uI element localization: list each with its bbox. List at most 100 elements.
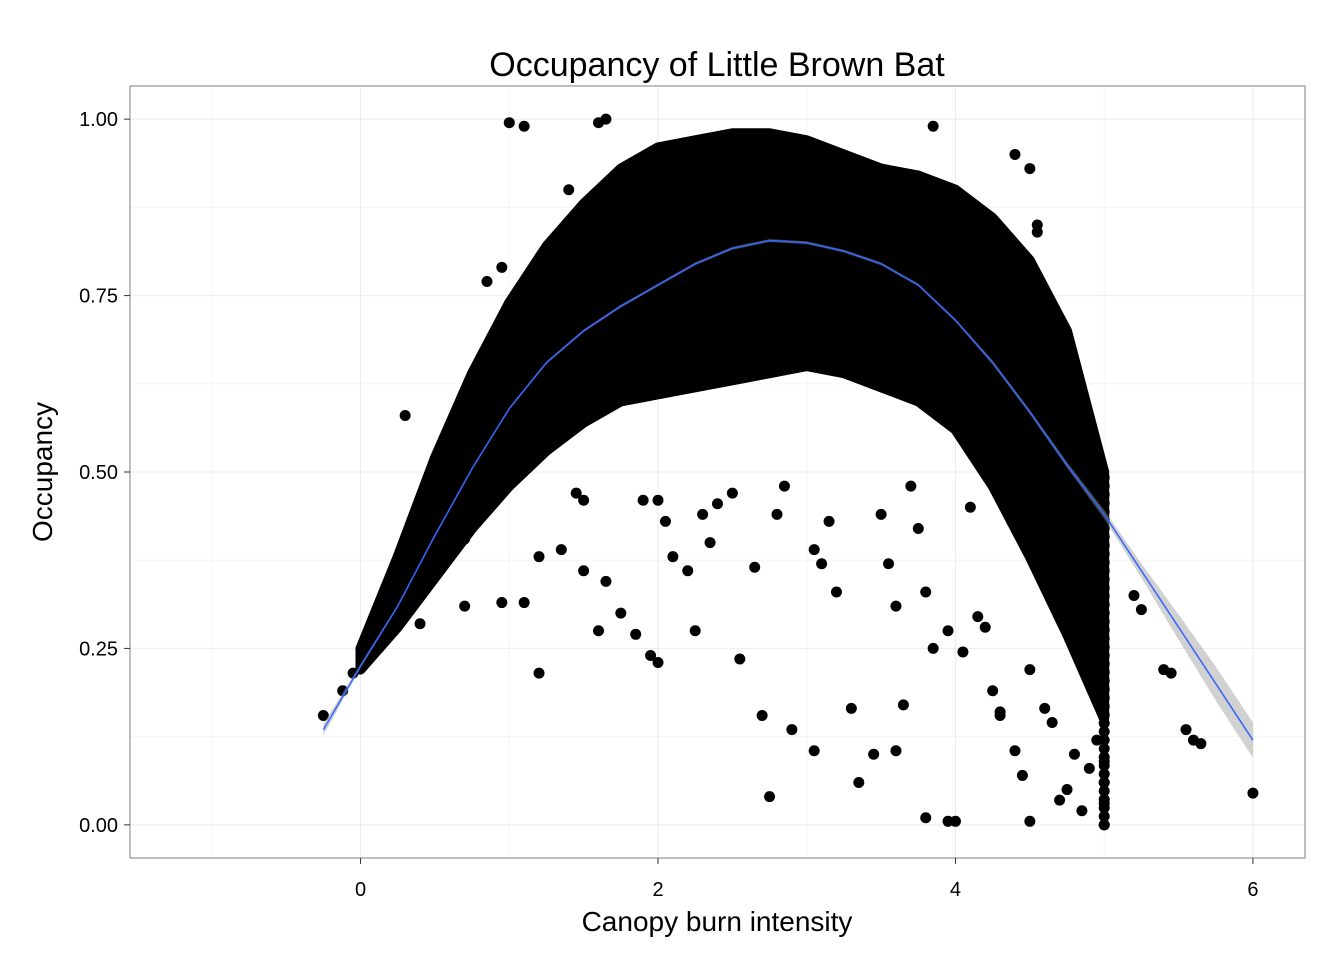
scatter-point — [637, 494, 649, 506]
scatter-point — [1098, 582, 1110, 594]
scatter-point — [942, 625, 954, 637]
scatter-point — [1098, 489, 1110, 501]
scatter-point — [496, 597, 508, 609]
scatter-point — [337, 685, 349, 697]
x-axis-title: Canopy burn intensity — [582, 906, 853, 937]
scatter-point — [1098, 768, 1110, 780]
scatter-point — [481, 275, 493, 287]
scatter-point — [1024, 664, 1036, 676]
scatter-point — [920, 812, 932, 824]
y-axis: 0.00 0.25 0.50 0.75 1.00 — [79, 109, 130, 837]
scatter-point — [756, 709, 768, 721]
scatter-point — [1098, 573, 1110, 585]
scatter-point — [459, 533, 471, 545]
scatter-point — [659, 515, 671, 527]
scatter-point — [957, 646, 969, 658]
scatter-point — [1098, 717, 1110, 729]
scatter-point — [667, 551, 679, 563]
scatter-point — [1098, 760, 1110, 772]
scatter-point — [1068, 748, 1080, 760]
y-tick-label: 0.25 — [79, 638, 118, 660]
scatter-point — [1098, 709, 1110, 721]
scatter-point — [1098, 548, 1110, 560]
scatter-point — [682, 565, 694, 577]
scatter-point — [890, 600, 902, 612]
scatter-point — [920, 586, 932, 598]
x-tick-label: 0 — [355, 879, 366, 901]
y-tick-label: 0.00 — [79, 815, 118, 837]
scatter-point — [563, 184, 575, 196]
scatter-point — [503, 117, 515, 129]
scatter-point — [600, 575, 612, 587]
scatter-point — [1083, 762, 1095, 774]
scatter-point — [905, 480, 917, 492]
scatter-point — [1135, 604, 1147, 616]
scatter-point — [1061, 784, 1073, 796]
scatter-point — [600, 113, 612, 125]
scatter-point — [853, 776, 865, 788]
scatter-point — [1098, 675, 1110, 687]
scatter-point — [883, 558, 895, 570]
scatter-point — [1098, 810, 1110, 822]
scatter-point — [734, 653, 746, 665]
scatter-point — [697, 508, 709, 520]
scatter-point — [1098, 734, 1110, 746]
scatter-point — [1098, 666, 1110, 678]
scatter-point — [890, 745, 902, 757]
scatter-point — [1098, 607, 1110, 619]
scatter-point — [1098, 565, 1110, 577]
scatter-point — [1039, 702, 1051, 714]
scatter-point — [399, 410, 411, 422]
scatter-point — [518, 120, 530, 132]
chart-title: Occupancy of Little Brown Bat — [489, 46, 945, 84]
x-tick-label: 6 — [1247, 879, 1258, 901]
scatter-point — [764, 791, 776, 803]
scatter-point — [1165, 667, 1177, 679]
scatter-point — [1098, 751, 1110, 763]
scatter-point — [414, 618, 426, 630]
scatter-point — [459, 600, 471, 612]
scatter-point — [1098, 590, 1110, 602]
scatter-point — [1098, 692, 1110, 704]
scatter-point — [972, 611, 984, 623]
scatter-point — [1024, 815, 1036, 827]
y-tick-label: 1.00 — [79, 109, 118, 131]
scatter-point — [808, 745, 820, 757]
scatter-point — [1009, 148, 1021, 160]
y-tick-label: 0.50 — [79, 462, 118, 484]
scatter-point — [726, 487, 738, 499]
scatter-points — [317, 113, 1259, 831]
scatter-point — [689, 625, 701, 637]
scatter-point — [1098, 776, 1110, 788]
scatter-point — [1098, 522, 1110, 534]
scatter-point — [704, 537, 716, 549]
scatter-point — [1076, 805, 1088, 817]
scatter-point — [823, 515, 835, 527]
scatter-point — [1098, 649, 1110, 661]
scatter-point — [1098, 480, 1110, 492]
scatter-point — [570, 487, 582, 499]
y-tick-label: 0.75 — [79, 286, 118, 308]
scatter-point — [1180, 724, 1192, 736]
scatter-point — [1128, 589, 1140, 601]
x-axis: 0 2 4 6 — [355, 858, 1259, 901]
scatter-point — [778, 480, 790, 492]
scatter-point — [496, 261, 508, 273]
scatter-point — [1009, 745, 1021, 757]
point-cloud — [355, 128, 1110, 724]
scatter-point — [771, 508, 783, 520]
scatter-point — [578, 494, 590, 506]
scatter-point — [1098, 633, 1110, 645]
scatter-point — [987, 685, 999, 697]
scatter-point — [555, 544, 567, 556]
scatter-point — [786, 724, 798, 736]
y-axis-title: Occupancy — [27, 402, 58, 542]
scatter-point — [927, 120, 939, 132]
scatter-point — [317, 709, 329, 721]
scatter-point — [1016, 769, 1028, 781]
scatter-point — [875, 508, 887, 520]
scatter-point — [645, 649, 657, 661]
scatter-point — [1098, 683, 1110, 695]
scatter-point — [1046, 717, 1058, 729]
